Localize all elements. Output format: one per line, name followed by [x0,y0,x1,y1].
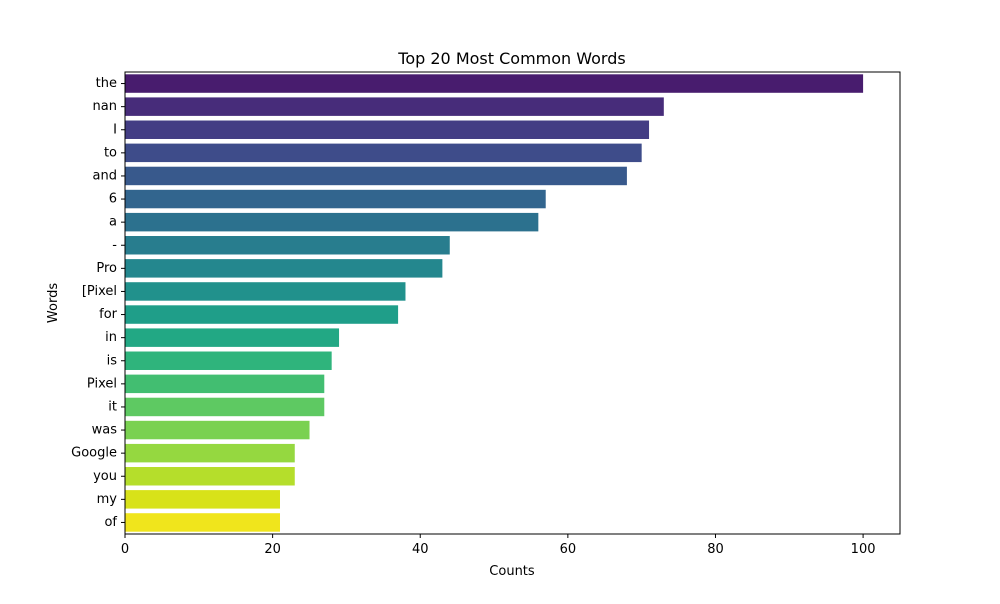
bar-12 [125,351,332,370]
y-tick-label: I [113,122,117,137]
x-tick-label: 60 [560,542,577,557]
y-tick-label: was [92,423,118,438]
y-axis-ticks: the nan Ito and 6 a - Pro [Pixel for in is Pixel it wa… [71,76,125,530]
bar-14 [125,397,325,417]
bar-8 [125,259,443,278]
y-tick-label: a [109,215,117,230]
y-tick-label: Pro [96,261,117,276]
bar-6 [125,212,539,232]
bar-15 [125,420,310,440]
y-tick-label: you [93,469,117,484]
bar-3 [125,143,642,163]
bar-7 [125,236,450,255]
x-tick-label: 20 [264,542,281,557]
x-axis-ticks: 0 20 40 60 80 100 [121,534,876,557]
x-tick-label: 80 [707,542,724,557]
y-tick-label: in [105,330,117,345]
bar-11 [125,328,340,347]
bar-0 [125,74,864,93]
bar-5 [125,189,546,209]
bars-group [125,74,864,532]
y-tick-label: Pixel [87,376,117,391]
bar-9 [125,282,406,301]
y-axis-label: Words [46,283,61,323]
y-tick-label: and [93,168,117,183]
bar-4 [125,166,627,186]
bar-16 [125,443,295,463]
bar-2 [125,120,650,139]
y-tick-label: Google [71,446,117,461]
y-tick-label: - [112,238,117,253]
plot-frame [124,71,901,535]
x-tick-label: 40 [412,542,429,557]
y-tick-label: of [104,515,117,530]
bar-13 [125,374,325,394]
bar-19 [125,513,280,532]
x-tick-label: 0 [121,542,129,557]
y-tick-label: nan [93,99,117,114]
chart-title: Top 20 Most Common Words [397,49,625,68]
bar-10 [125,305,399,324]
y-tick-label: the [96,76,117,91]
bar-1 [125,97,664,116]
y-tick-label: my [97,492,118,507]
y-tick-label: 6 [109,192,117,207]
y-tick-label: is [107,353,118,368]
y-tick-label: to [104,145,117,160]
x-tick-label: 100 [851,542,876,557]
bar-17 [125,467,295,486]
y-tick-label: it [108,399,117,414]
bar-18 [125,490,280,509]
x-axis-label: Counts [489,564,535,579]
y-tick-label: for [99,307,118,322]
y-tick-label: [Pixel [82,284,117,299]
